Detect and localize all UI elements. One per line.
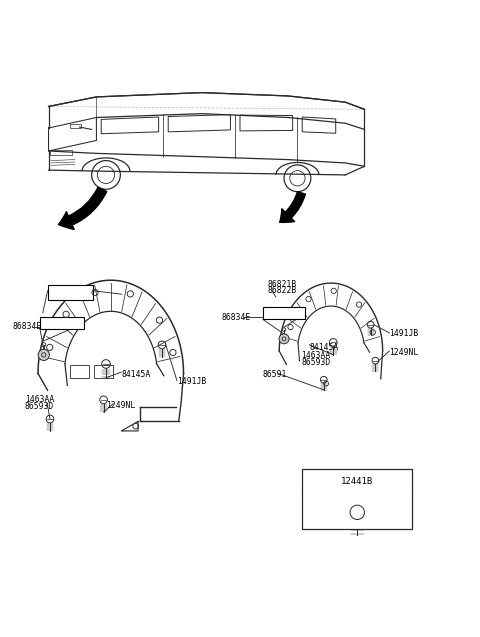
Text: 1463AA: 1463AA [301,352,331,361]
Circle shape [279,334,289,344]
Text: 86822B: 86822B [268,286,297,295]
Text: 1491JB: 1491JB [177,377,206,386]
Text: 1491JB: 1491JB [389,329,419,338]
FancyArrowPatch shape [59,187,107,229]
Text: 86593D: 86593D [301,357,331,366]
Bar [94,365,113,378]
Text: 1463AA: 1463AA [24,396,54,404]
Circle shape [38,349,49,361]
Text: 86834E: 86834E [12,322,42,331]
Text: 86821B: 86821B [268,280,297,289]
Bar [302,469,412,529]
Text: 1249NL: 1249NL [106,401,135,410]
Bar [70,124,81,129]
Text: 86834E: 86834E [222,313,251,322]
Text: 84145A: 84145A [121,371,151,380]
Text: 84145A: 84145A [310,343,339,352]
Text: 1416BA: 1416BA [269,309,299,318]
Text: 86591: 86591 [263,371,288,380]
Text: 1416BA: 1416BA [48,318,77,328]
Bar [70,365,89,378]
Text: 1249NL: 1249NL [389,348,419,357]
Text: 86812: 86812 [58,292,83,301]
Bar [48,285,93,300]
Bar [263,308,305,320]
Text: 86593D: 86593D [24,401,54,411]
FancyArrowPatch shape [280,192,305,222]
Text: 12441B: 12441B [341,476,373,486]
Text: 86811: 86811 [58,285,83,294]
Bar [40,317,84,329]
Bar [50,150,72,155]
